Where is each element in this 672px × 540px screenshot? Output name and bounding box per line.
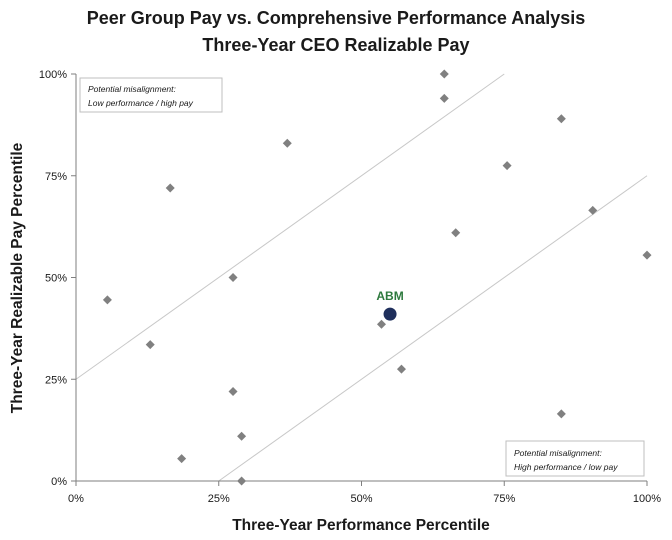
x-axis-title: Three-Year Performance Percentile [232,517,490,534]
peer-point [376,319,386,329]
annotation-line: High performance / low pay [514,462,618,472]
y-tick-label: 75% [45,171,67,183]
x-tick-label: 0% [68,493,84,505]
peer-point [502,161,512,171]
peer-point [588,205,598,215]
band-line [75,73,505,380]
y-tick-label: 25% [45,374,67,386]
peer-point [228,386,238,396]
peer-point [282,138,292,148]
alignment-band-lines [75,73,648,482]
y-tick-label: 100% [39,69,67,81]
peer-point [556,409,566,419]
peer-points [102,69,652,486]
peer-point [396,364,406,374]
peer-point [556,114,566,124]
chart-title: Peer Group Pay vs. Comprehensive Perform… [87,8,586,28]
chart-subtitle: Three-Year CEO Realizable Pay [202,35,469,55]
peer-point [451,228,461,238]
peer-point [439,69,449,79]
x-tick-label: 25% [208,493,230,505]
band-line [218,175,648,482]
plot-area: Potential misalignment: Low performance … [75,69,652,486]
annotation-line: Low performance / high pay [88,98,194,108]
y-tick-label: 0% [51,476,67,488]
peer-point [177,454,187,464]
peer-point [642,250,652,260]
annotation-low-performance-high-pay: Potential misalignment: Low performance … [79,77,223,113]
annotation-high-performance-low-pay: Potential misalignment: High performance… [505,440,645,477]
annotation-line: Potential misalignment: [514,448,603,458]
y-tick-label: 50% [45,273,67,285]
peer-point [439,93,449,103]
annotation-line: Potential misalignment: [88,84,177,94]
peer-point [102,295,112,305]
y-axis-title: Three-Year Realizable Pay Percentile [9,142,26,413]
highlight-label: ABM [376,289,403,303]
highlight-point [383,307,397,321]
peer-point [165,183,175,193]
x-tick-label: 75% [493,493,515,505]
axes: 0% 25% 50% 75% 100% 0% 25% 50% 75% 100% [39,69,661,505]
peer-point [145,340,155,350]
x-tick-label: 100% [633,493,661,505]
annotation-box [505,440,645,477]
highlight-point-group: ABM [376,289,404,321]
peer-point [228,273,238,282]
x-tick-label: 50% [350,493,372,505]
peer-point [237,431,247,441]
annotation-box [79,77,223,113]
